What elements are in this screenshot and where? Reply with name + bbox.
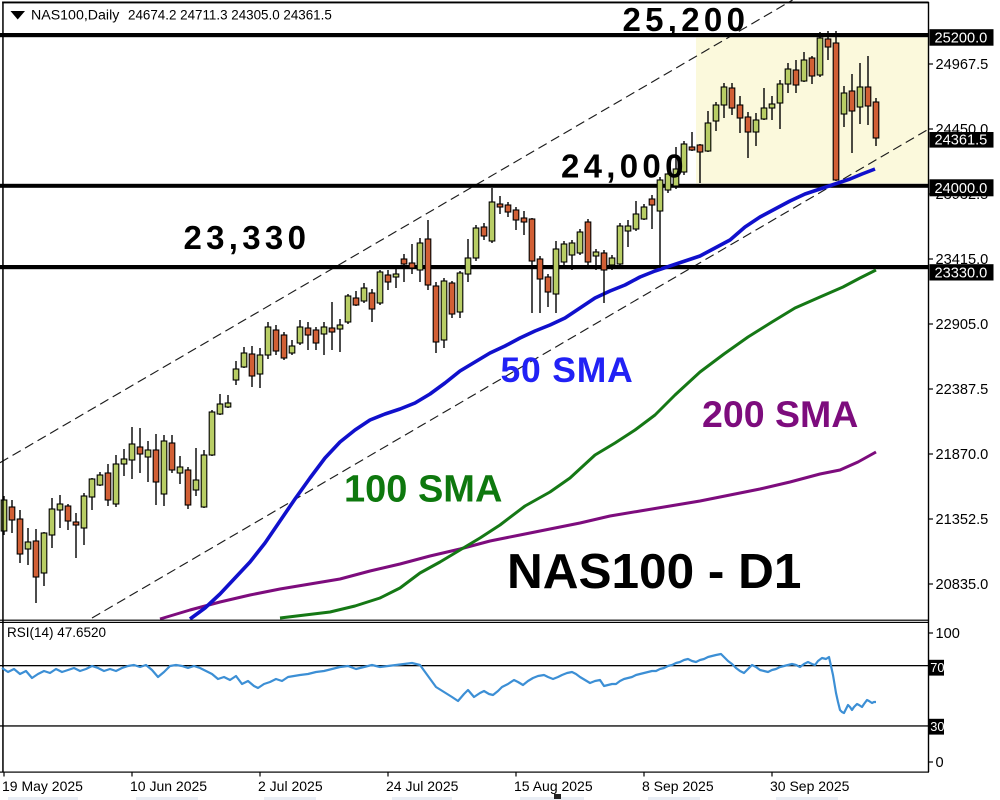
svg-text:15 Aug 2025: 15 Aug 2025 (514, 778, 593, 794)
svg-text:50 SMA: 50 SMA (501, 350, 634, 390)
svg-text:20835.0: 20835.0 (936, 577, 989, 593)
svg-text:2 Jul 2025: 2 Jul 2025 (258, 778, 323, 794)
svg-text:100 SMA: 100 SMA (344, 469, 502, 511)
svg-text:30: 30 (930, 719, 944, 734)
svg-text:0: 0 (936, 755, 944, 771)
svg-text:23,330: 23,330 (184, 219, 311, 256)
svg-text:NAS100,Daily: NAS100,Daily (31, 8, 120, 24)
svg-text:30 Sep 2025: 30 Sep 2025 (770, 778, 850, 794)
svg-text:23330.0: 23330.0 (935, 265, 988, 281)
svg-text:24000.0: 24000.0 (935, 181, 988, 197)
svg-text:25200.0: 25200.0 (935, 31, 988, 47)
svg-text:24 Jul 2025: 24 Jul 2025 (386, 778, 459, 794)
svg-text:21352.5: 21352.5 (936, 512, 989, 528)
svg-text:70: 70 (930, 660, 944, 675)
svg-text:25,200: 25,200 (623, 1, 750, 38)
svg-text:24,000: 24,000 (561, 148, 688, 185)
svg-text:200 SMA: 200 SMA (702, 393, 858, 435)
svg-text:21870.0: 21870.0 (936, 447, 989, 463)
svg-text:22905.0: 22905.0 (936, 317, 989, 333)
svg-text:10 Jun 2025: 10 Jun 2025 (130, 778, 207, 794)
svg-text:24967.5: 24967.5 (936, 57, 989, 73)
svg-text:100: 100 (936, 626, 960, 642)
svg-text:8 Sep 2025: 8 Sep 2025 (642, 778, 714, 794)
svg-text:22387.5: 22387.5 (936, 382, 989, 398)
svg-text:24361.5: 24361.5 (935, 132, 988, 148)
svg-text:NAS100 - D1: NAS100 - D1 (507, 544, 801, 599)
svg-text:RSI(14) 47.6520: RSI(14) 47.6520 (7, 625, 106, 640)
svg-text:24674.2 24711.3 24305.0 24361.: 24674.2 24711.3 24305.0 24361.5 (128, 8, 332, 23)
svg-text:19 May 2025: 19 May 2025 (2, 778, 83, 794)
